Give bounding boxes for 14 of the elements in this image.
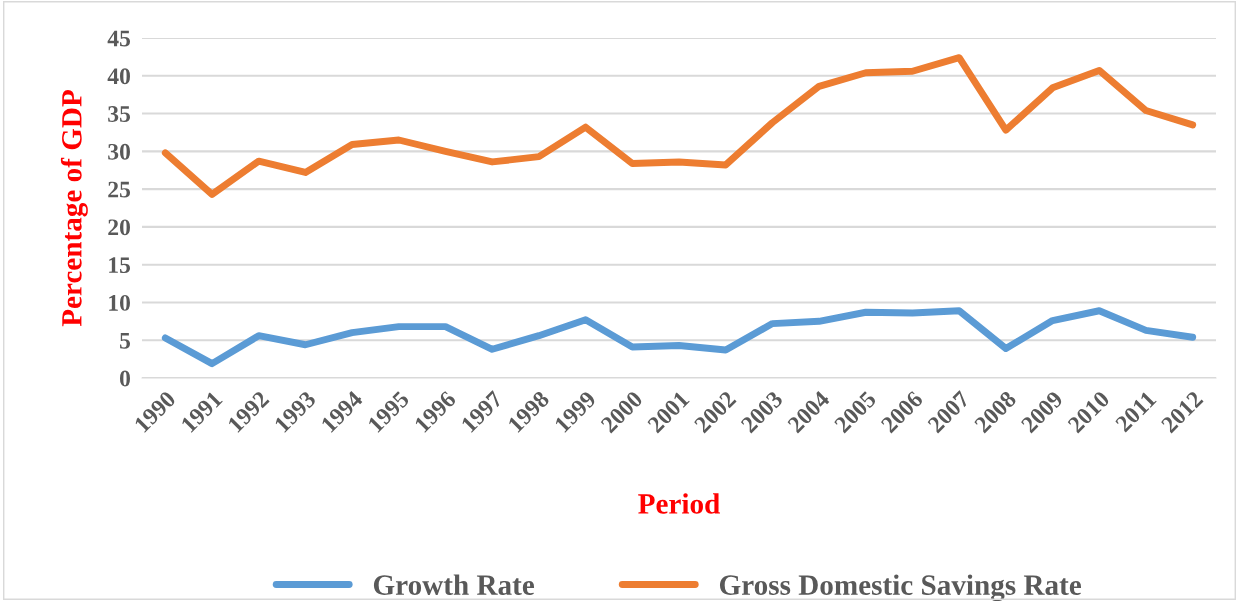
legend-label: Gross Domestic Savings Rate xyxy=(719,574,1082,601)
legend-label: Growth Rate xyxy=(373,574,535,595)
y-tick-label: 15 xyxy=(109,257,131,274)
y-tick-label: 25 xyxy=(108,181,131,198)
y-tick-label: 30 xyxy=(108,143,130,160)
y-tick-label: 20 xyxy=(108,219,130,236)
y-tick-label: 35 xyxy=(108,106,131,122)
x-axis-title: Period xyxy=(638,493,720,514)
y-tick-label: 40 xyxy=(107,68,130,85)
y-tick-label: 5 xyxy=(120,332,131,349)
y-axis-title: Percentage of GDP xyxy=(60,90,88,327)
y-tick-label: 0 xyxy=(119,370,130,387)
y-tick-label: 45 xyxy=(107,30,131,47)
y-tick-label: 10 xyxy=(109,294,130,311)
